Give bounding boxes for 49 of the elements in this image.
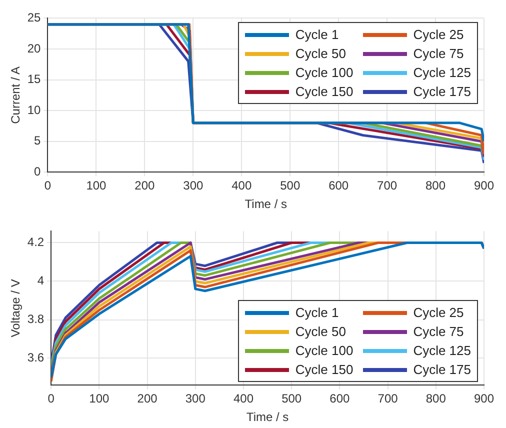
legend-label: Cycle 1	[295, 305, 339, 320]
legend-label: Cycle 25	[413, 27, 464, 42]
x-tick-label: 300	[183, 178, 204, 193]
x-tick-label: 500	[280, 178, 300, 193]
legend-label: Cycle 50	[295, 324, 346, 339]
legend-label: Cycle 125	[413, 343, 471, 358]
y-axis-title: Current / A	[8, 66, 23, 124]
x-tick-label: 400	[233, 392, 254, 406]
legend-label: Cycle 75	[413, 324, 464, 339]
legend-label: Cycle 100	[295, 65, 354, 80]
y-tick-label: 25	[27, 10, 42, 25]
y-tick-label: 4.2	[27, 235, 44, 250]
legend-label: Cycle 175	[413, 84, 471, 99]
x-tick-label: 600	[328, 178, 349, 193]
x-tick-label: 400	[232, 178, 252, 193]
x-tick-label: 500	[282, 392, 302, 406]
y-axis-title: Voltage / V	[8, 279, 23, 338]
y-tick-label: 20	[27, 41, 42, 56]
x-tick-label: 800	[426, 392, 446, 406]
legend-label: Cycle 75	[413, 46, 464, 61]
x-tick-label: 100	[89, 392, 110, 406]
x-tick-label: 600	[330, 392, 350, 406]
legend-label: Cycle 175	[413, 362, 471, 377]
legend-label: Cycle 25	[413, 305, 464, 320]
legend-label: Cycle 100	[295, 343, 354, 358]
x-tick-label: 300	[185, 392, 206, 406]
legend-label: Cycle 150	[295, 84, 354, 99]
y-tick-label: 4	[37, 274, 44, 288]
x-tick-label: 200	[137, 392, 158, 406]
x-tick-label: 0	[48, 392, 55, 406]
x-tick-label: 200	[134, 178, 156, 193]
y-tick-label: 3.6	[27, 350, 44, 365]
legend-label: Cycle 1	[295, 27, 339, 42]
x-tick-label: 700	[377, 178, 398, 193]
x-tick-label: 700	[378, 392, 398, 406]
legend-label: Cycle 50	[295, 46, 346, 61]
x-tick-label: 900	[474, 178, 494, 193]
x-axis-title: Time / s	[244, 197, 287, 212]
y-tick-label: 15	[27, 72, 42, 86]
y-tick-label: 5	[34, 134, 42, 148]
y-tick-label: 0	[34, 164, 42, 179]
legend-label: Cycle 150	[295, 362, 354, 377]
x-tick-label: 100	[86, 178, 107, 193]
y-tick-label: 3.8	[27, 312, 44, 326]
legend-label: Cycle 125	[413, 65, 471, 80]
x-tick-label: 900	[474, 392, 494, 406]
y-tick-label: 10	[27, 102, 42, 117]
x-tick-label: 800	[426, 178, 446, 193]
x-axis-title: Time / s	[246, 410, 289, 424]
